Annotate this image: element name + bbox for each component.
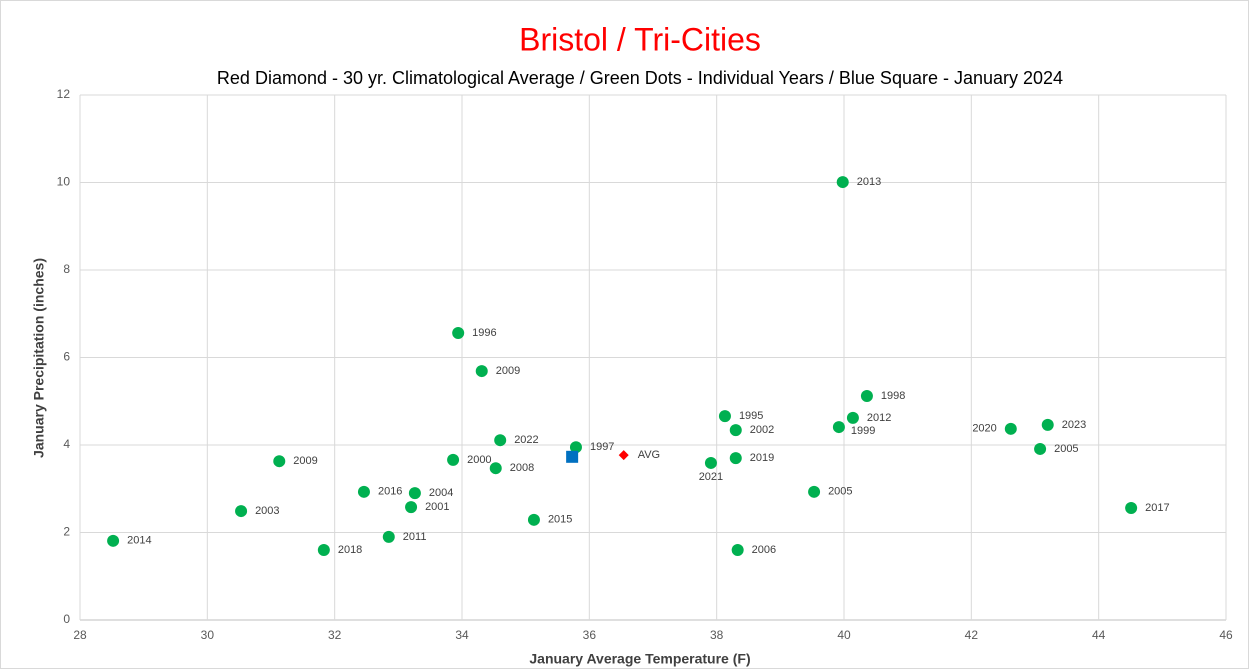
point-label: 2018: [338, 544, 362, 556]
x-axis-label: January Average Temperature (F): [529, 651, 750, 667]
chart-title: Bristol / Tri-Cities: [519, 21, 761, 57]
point: [1034, 442, 1047, 455]
x-tick-label: 36: [583, 628, 597, 642]
y-tick-label: 4: [63, 437, 70, 451]
point-label: 2016: [378, 486, 402, 498]
point: [382, 530, 395, 543]
point: [1004, 422, 1017, 435]
point-label: 1999: [851, 425, 875, 437]
point-label: 2023: [1062, 419, 1086, 431]
point: [527, 513, 540, 526]
point-label: 2000: [467, 454, 491, 466]
point-label: 2004: [429, 487, 453, 499]
point: [832, 421, 845, 434]
point-label: 1995: [739, 410, 763, 422]
point-label: 2022: [514, 434, 538, 446]
point-label: 1996: [472, 327, 496, 339]
point-label: 2011: [403, 531, 427, 543]
point: [836, 176, 849, 189]
point: [475, 365, 488, 378]
point-label: 2019: [750, 452, 774, 464]
point: [731, 544, 744, 556]
point: [317, 544, 330, 556]
point: [235, 505, 248, 518]
x-tick-label: 32: [328, 628, 342, 642]
point: [808, 485, 821, 498]
point: [718, 410, 731, 423]
point: [860, 390, 873, 402]
x-tick-label: 34: [455, 628, 469, 642]
point-label: 1998: [881, 390, 905, 402]
point-label: 2021: [699, 471, 723, 483]
point-label: 2008: [510, 462, 534, 474]
point: [273, 455, 286, 468]
y-tick-label: 2: [63, 525, 70, 539]
point: [846, 411, 859, 424]
point-label: 2009: [496, 365, 520, 377]
y-tick-label: 6: [63, 350, 70, 364]
point: [494, 434, 507, 447]
point: [107, 534, 120, 547]
point-label: 2009: [293, 455, 317, 467]
point: [729, 424, 742, 437]
point: [489, 462, 502, 475]
point-label: 2003: [255, 505, 279, 517]
x-tick-label: 30: [201, 628, 215, 642]
point-label: 2015: [548, 514, 572, 526]
point-label: 2001: [425, 501, 449, 513]
point-label: 2013: [857, 176, 881, 188]
y-axis-label: January Precipitation (inches): [31, 258, 47, 458]
point: [405, 501, 418, 514]
point: [1041, 418, 1054, 431]
point-label: 2006: [752, 544, 776, 556]
chart-subtitle: Red Diamond - 30 yr. Climatological Aver…: [217, 68, 1063, 88]
point: [729, 452, 742, 465]
point: [408, 487, 421, 500]
point: [566, 450, 579, 463]
point-label: 2005: [828, 486, 852, 498]
point: [569, 441, 582, 454]
point-label: 2014: [127, 535, 151, 547]
y-tick-label: 12: [57, 87, 71, 101]
point-label: 2012: [867, 412, 891, 424]
x-tick-label: 44: [1092, 628, 1106, 642]
point-label: 1997: [590, 441, 614, 453]
x-tick-label: 40: [837, 628, 851, 642]
point: [1125, 502, 1138, 514]
point-label: AVG: [638, 449, 660, 461]
point: [357, 485, 370, 498]
x-tick-label: 46: [1219, 628, 1233, 642]
point-label: 2017: [1145, 502, 1169, 514]
y-tick-label: 10: [57, 175, 71, 189]
x-tick-label: 28: [73, 628, 87, 642]
x-tick-label: 42: [965, 628, 979, 642]
point: [452, 327, 465, 339]
y-tick-label: 8: [63, 262, 70, 276]
x-tick-label: 38: [710, 628, 724, 642]
point-label: 2020: [972, 423, 996, 435]
point: [618, 450, 629, 461]
point-label: 2005: [1054, 443, 1078, 455]
point: [704, 456, 717, 469]
y-tick-label: 0: [63, 612, 70, 626]
point: [447, 453, 460, 466]
point-label: 2002: [750, 424, 774, 436]
